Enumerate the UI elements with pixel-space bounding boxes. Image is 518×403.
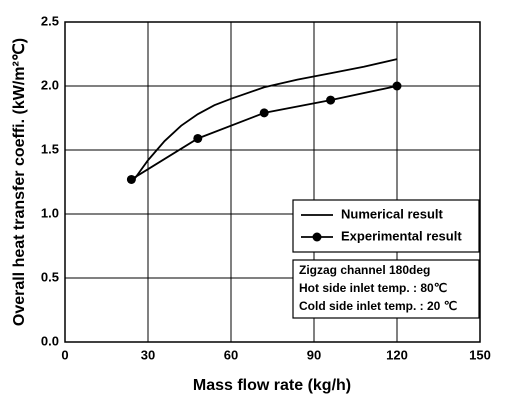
y-axis-label: Overall heat transfer coeffi. (kW/m²℃) (11, 38, 28, 326)
annotation-text: Cold side inlet temp. : 20 ℃ (299, 299, 457, 313)
data-point (259, 108, 269, 118)
y-tick-label: 0.0 (41, 333, 59, 348)
data-point (126, 174, 136, 184)
series-line (130, 85, 398, 181)
series-line (130, 58, 398, 184)
annotation-box (292, 259, 480, 319)
y-tick-label: 0.5 (41, 269, 59, 284)
x-tick-label: 120 (386, 347, 408, 362)
data-point (326, 95, 336, 105)
plot-frame (64, 21, 481, 343)
annotation-text: Hot side inlet temp. : 80℃ (299, 281, 447, 295)
x-tick-label: 0 (61, 347, 68, 362)
x-tick-label: 90 (307, 347, 321, 362)
x-tick-label: 150 (469, 347, 491, 362)
x-axis-label: Mass flow rate (kg/h) (193, 377, 351, 394)
legend-label: Numerical result (341, 206, 444, 221)
x-tick-label: 30 (141, 347, 155, 362)
y-tick-label: 1.5 (41, 141, 59, 156)
y-tick-label: 1.0 (41, 205, 59, 220)
y-tick-label: 2.0 (41, 77, 59, 92)
legend-marker (312, 232, 322, 242)
data-point (392, 81, 402, 91)
y-tick-label: 2.5 (41, 13, 59, 28)
x-tick-label: 60 (224, 347, 238, 362)
data-point (193, 133, 203, 143)
annotation-text: Zigzag channel 180deg (299, 263, 430, 277)
legend-box (292, 199, 480, 253)
legend-label: Experimental result (341, 228, 462, 243)
